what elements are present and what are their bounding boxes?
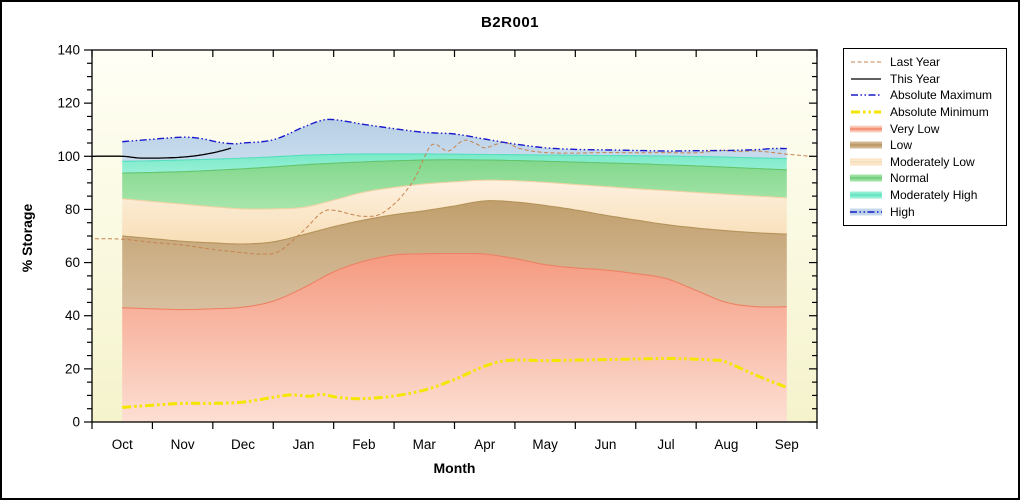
y-axis-label: % Storage <box>19 203 35 273</box>
plot-content <box>92 118 817 422</box>
legend-line-sample <box>851 110 881 114</box>
line-abs_max <box>122 118 787 152</box>
legend-item-mod_low: Moderately Low <box>850 154 1006 171</box>
y-tick-label: 100 <box>57 149 80 164</box>
band-high <box>122 119 787 162</box>
legend-item-abs_min: Absolute Minimum <box>850 104 1006 121</box>
legend-band-sample <box>850 191 882 199</box>
line-abs_min <box>122 357 788 409</box>
legend-band-sample <box>850 141 882 149</box>
x-tick-label: Jan <box>293 437 315 452</box>
x-tick-label: Sep <box>775 437 799 452</box>
line-this_year <box>92 147 232 159</box>
band-mod_low <box>122 180 787 244</box>
legend-label: Low <box>890 138 913 153</box>
legend-label: Moderately High <box>890 188 978 203</box>
legend-band-sample <box>850 174 882 182</box>
legend-band-sample <box>850 208 882 216</box>
legend-label: Last Year <box>890 55 941 70</box>
legend-band-sample <box>850 125 882 133</box>
legend-item-abs_max: Absolute Maximum <box>850 87 1006 104</box>
y-tick-label: 120 <box>57 96 80 111</box>
legend-item-normal: Normal <box>850 170 1006 187</box>
legend-label: Very Low <box>890 121 940 136</box>
legend-label: Absolute Minimum <box>890 105 989 120</box>
x-tick-label: Oct <box>112 437 133 452</box>
line-last_year <box>95 139 817 255</box>
x-tick-label: Feb <box>352 437 375 452</box>
band-mod_high <box>122 153 787 173</box>
legend-line-sample <box>851 61 881 63</box>
x-tick-label: May <box>532 437 558 452</box>
x-tick-label: Mar <box>413 437 437 452</box>
band-edge <box>122 159 787 174</box>
y-tick-label: 80 <box>65 202 80 217</box>
x-tick-label: Apr <box>474 437 496 452</box>
band-low <box>122 200 787 310</box>
legend-label: Absolute Maximum <box>890 88 993 103</box>
y-tick-label: 40 <box>65 308 80 323</box>
y-tick-label: 0 <box>72 415 80 430</box>
legend-label: This Year <box>890 71 941 86</box>
band-edge <box>122 252 787 311</box>
legend-item-low: Low <box>850 137 1006 154</box>
y-tick-label: 140 <box>57 43 80 58</box>
legend-band-sample <box>850 158 882 166</box>
y-tick-label: 20 <box>65 361 80 376</box>
x-tick-label: Dec <box>231 437 255 452</box>
chart-title: B2R001 <box>480 14 540 31</box>
band-normal <box>122 159 787 210</box>
legend-item-high: High <box>850 203 1006 220</box>
legend-item-very_low: Very Low <box>850 120 1006 137</box>
x-tick-label: Jul <box>657 437 674 452</box>
legend-item-this_year: This Year <box>850 71 1006 88</box>
x-tick-label: Nov <box>171 437 195 452</box>
legend-line-sample <box>851 78 881 80</box>
band-edge <box>122 153 787 162</box>
legend-box: Last Year This Year Absolute Maximum Absolu… <box>843 48 1007 226</box>
band-edge <box>122 179 787 210</box>
axes-ticks: 0 20 40 60 80 100 120 140 Oct Nov Dec Jan Feb Mar Apr M… <box>57 43 818 452</box>
legend-line-sample <box>851 94 881 97</box>
band-edge <box>122 200 787 245</box>
legend-label: Moderately Low <box>890 154 975 169</box>
x-tick-label: Jun <box>595 437 617 452</box>
legend-item-last_year: Last Year <box>850 54 1006 71</box>
x-tick-label: Aug <box>714 437 738 452</box>
legend-item-mod_high: Moderately High <box>850 187 1006 204</box>
y-tick-label: 60 <box>65 255 80 270</box>
x-axis-label: Month <box>433 460 476 476</box>
legend-label: High <box>890 204 915 219</box>
legend-label: Normal <box>890 171 929 186</box>
